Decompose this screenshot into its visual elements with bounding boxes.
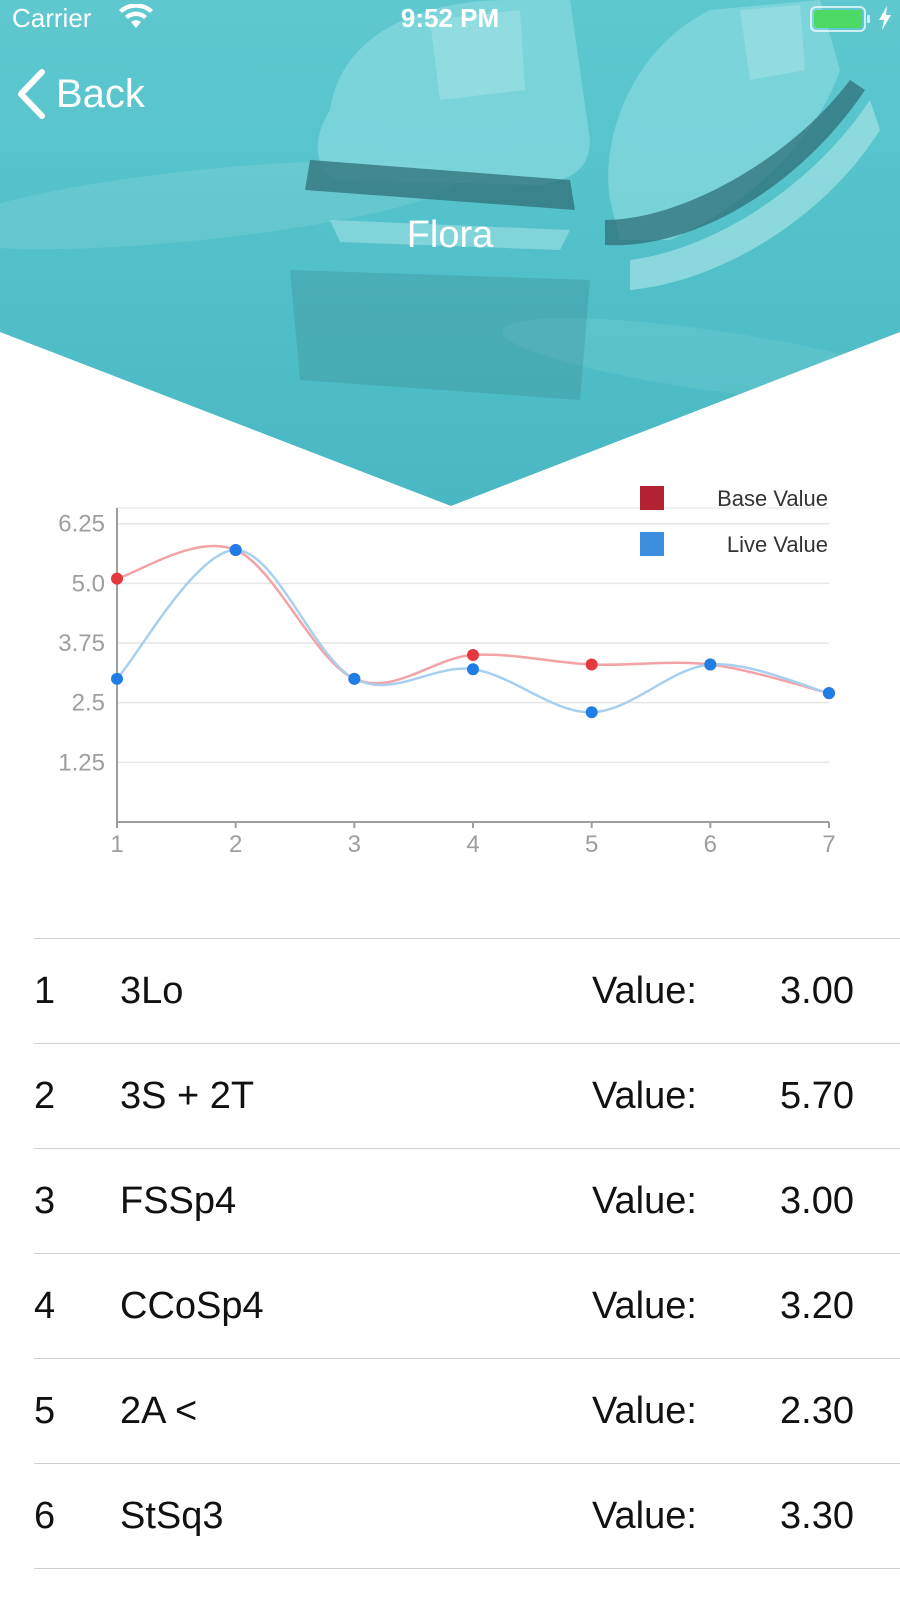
element-number: 3 bbox=[34, 1180, 56, 1222]
header-hero: Carrier 9:52 PM Back Flora bbox=[0, 0, 900, 506]
skate-image-right bbox=[605, 0, 880, 290]
element-code: StSq3 bbox=[120, 1495, 224, 1537]
data-point-live-value bbox=[823, 687, 835, 700]
element-number: 6 bbox=[34, 1495, 56, 1537]
element-value: 3.00 bbox=[780, 1180, 854, 1222]
chart-legend: Base Value Live Value bbox=[640, 486, 828, 557]
status-bar: Carrier 9:52 PM bbox=[0, 0, 900, 38]
list-item[interactable]: 5 2A < Value: 2.30 bbox=[34, 1358, 900, 1463]
y-tick-label: 2.5 bbox=[72, 690, 105, 717]
list-item[interactable]: 1 3Lo Value: 3.00 bbox=[34, 938, 900, 1043]
back-label: Back bbox=[56, 71, 145, 116]
value-label: Value: bbox=[592, 1285, 697, 1327]
chart-grid bbox=[117, 507, 829, 764]
legend-swatch bbox=[640, 532, 664, 556]
value-label: Value: bbox=[592, 1075, 697, 1117]
value-label: Value: bbox=[592, 1180, 697, 1222]
element-value: 3.00 bbox=[780, 970, 854, 1012]
data-point-live-value bbox=[585, 706, 598, 719]
chart-points bbox=[111, 543, 835, 719]
value-label: Value: bbox=[592, 1495, 697, 1537]
x-tick-label: 4 bbox=[466, 831, 479, 858]
element-number: 1 bbox=[34, 970, 56, 1012]
data-point-base-value bbox=[467, 648, 479, 661]
element-value: 3.20 bbox=[780, 1285, 854, 1327]
x-tick-label: 6 bbox=[704, 831, 717, 858]
list-item[interactable]: 6 StSq3 Value: 3.30 bbox=[34, 1463, 900, 1569]
element-code: 3S + 2T bbox=[120, 1075, 255, 1117]
element-value: 2.30 bbox=[780, 1390, 854, 1432]
y-tick-label: 3.75 bbox=[58, 630, 105, 657]
x-tick-label: 1 bbox=[110, 831, 123, 858]
element-number: 5 bbox=[34, 1390, 56, 1432]
chart-lines bbox=[116, 544, 830, 714]
data-point-base-value bbox=[585, 658, 598, 671]
data-point-base-value bbox=[111, 572, 123, 585]
element-code: CCoSp4 bbox=[120, 1285, 264, 1327]
element-number: 2 bbox=[34, 1075, 56, 1117]
carrier-label: Carrier bbox=[12, 3, 92, 33]
element-number: 4 bbox=[34, 1285, 56, 1327]
element-code: 3Lo bbox=[120, 970, 184, 1012]
chevron-left-icon bbox=[18, 69, 45, 119]
element-list: 1 3Lo Value: 3.00 2 3S + 2T Value: 5.70 … bbox=[0, 938, 900, 1569]
x-tick-label: 3 bbox=[348, 831, 361, 858]
x-tick-label: 2 bbox=[229, 831, 242, 858]
page-title: Flora bbox=[406, 214, 494, 256]
charging-bolt-icon bbox=[879, 6, 891, 30]
data-point-live-value bbox=[704, 658, 717, 671]
element-value: 3.30 bbox=[780, 1495, 854, 1537]
value-label: Value: bbox=[592, 970, 697, 1012]
legend-label: Base Value bbox=[717, 486, 828, 511]
x-tick-label: 5 bbox=[585, 831, 598, 858]
element-code: 2A < bbox=[120, 1390, 198, 1432]
y-tick-label: 5.0 bbox=[72, 570, 105, 597]
data-point-live-value bbox=[348, 672, 361, 685]
x-tick-label: 7 bbox=[822, 831, 835, 858]
legend-label: Live Value bbox=[727, 532, 828, 557]
battery-icon bbox=[810, 6, 870, 32]
list-item[interactable]: 4 CCoSp4 Value: 3.20 bbox=[34, 1253, 900, 1358]
chart-axes: 1.25 2.5 3.75 5.0 6.25 1 2 3 4 5 6 7 bbox=[58, 508, 836, 858]
data-point-live-value bbox=[467, 663, 479, 676]
element-code: FSSp4 bbox=[120, 1180, 237, 1222]
value-label: Value: bbox=[592, 1390, 697, 1432]
list-item[interactable]: 2 3S + 2T Value: 5.70 bbox=[34, 1043, 900, 1148]
legend-swatch bbox=[640, 486, 664, 510]
back-button[interactable]: Back bbox=[16, 66, 145, 122]
wifi-icon bbox=[119, 4, 153, 28]
skate-image-left bbox=[290, 0, 590, 400]
data-point-live-value bbox=[111, 672, 123, 685]
data-point-live-value bbox=[229, 543, 242, 556]
y-tick-label: 6.25 bbox=[58, 511, 105, 538]
clock-label: 9:52 PM bbox=[400, 3, 500, 33]
element-value: 5.70 bbox=[780, 1075, 854, 1117]
y-tick-label: 1.25 bbox=[58, 749, 105, 776]
value-chart: 1.25 2.5 3.75 5.0 6.25 1 2 3 4 5 6 7 Base Value Live… bbox=[58, 486, 836, 858]
list-item[interactable]: 3 FSSp4 Value: 3.00 bbox=[34, 1148, 900, 1253]
series-line-live-value bbox=[116, 548, 830, 714]
